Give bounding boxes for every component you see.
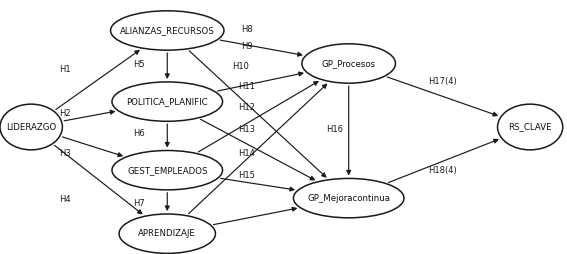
Text: H13: H13 (238, 125, 255, 134)
Text: H6: H6 (133, 129, 145, 138)
Ellipse shape (112, 82, 222, 121)
Text: GP_Mejoracontinua: GP_Mejoracontinua (307, 194, 390, 203)
Text: POLITICA_PLANIFIC: POLITICA_PLANIFIC (126, 97, 208, 106)
Text: H2: H2 (60, 108, 71, 118)
Ellipse shape (112, 150, 222, 190)
Text: H3: H3 (60, 149, 71, 158)
Text: H12: H12 (238, 103, 255, 113)
Text: RS_CLAVE: RS_CLAVE (509, 122, 552, 132)
Ellipse shape (0, 104, 62, 150)
Text: H15: H15 (238, 171, 255, 180)
Text: H14: H14 (238, 149, 255, 158)
Text: H8: H8 (241, 25, 252, 34)
Text: H5: H5 (133, 60, 145, 69)
Ellipse shape (119, 214, 215, 253)
Text: H18(4): H18(4) (428, 166, 456, 175)
Ellipse shape (294, 178, 404, 218)
Text: H7: H7 (133, 199, 145, 208)
Text: GEST_EMPLEADOS: GEST_EMPLEADOS (127, 166, 208, 175)
Text: APRENDIZAJE: APRENDIZAJE (138, 229, 196, 238)
Text: H11: H11 (238, 82, 255, 91)
Text: H17(4): H17(4) (428, 77, 456, 86)
Text: H10: H10 (232, 61, 249, 71)
Text: H1: H1 (60, 65, 71, 74)
Ellipse shape (111, 11, 224, 50)
Text: H16: H16 (326, 125, 343, 134)
Ellipse shape (497, 104, 562, 150)
Text: ALIANZAS_RECURSOS: ALIANZAS_RECURSOS (120, 26, 215, 35)
Ellipse shape (302, 44, 395, 83)
Text: H4: H4 (60, 195, 71, 204)
Text: H9: H9 (241, 42, 252, 52)
Text: LIDERAZGO: LIDERAZGO (6, 122, 56, 132)
Text: GP_Procesos: GP_Procesos (321, 59, 376, 68)
